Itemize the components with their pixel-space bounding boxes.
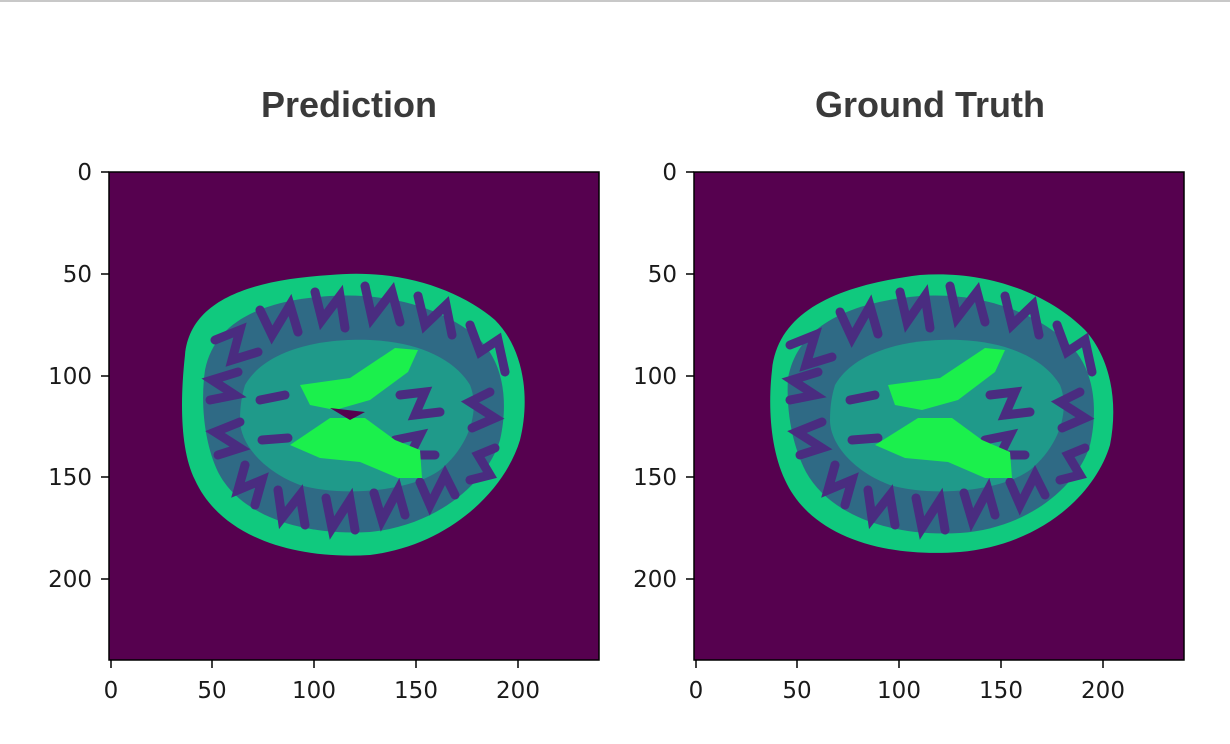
ground-truth-y-tick-0: 0 <box>662 160 677 186</box>
prediction-y-tick-200: 200 <box>48 567 92 593</box>
ground-truth-title: Ground Truth <box>815 84 1045 125</box>
prediction-x-tick-50: 50 <box>197 678 226 704</box>
prediction-y-tick-50: 50 <box>63 262 92 288</box>
prediction-y-tick-0: 0 <box>77 160 92 186</box>
ground-truth-x-tick-100: 100 <box>877 678 921 704</box>
ground-truth-brain-segmentation <box>770 274 1113 553</box>
ground-truth-x-tick-150: 150 <box>979 678 1023 704</box>
prediction-x-tick-150: 150 <box>394 678 438 704</box>
ground-truth-x-tick-50: 50 <box>782 678 811 704</box>
prediction-axes-frame <box>108 171 600 661</box>
ground-truth-y-tick-150: 150 <box>633 465 677 491</box>
ground-truth-x-tick-0: 0 <box>689 678 704 704</box>
prediction-panel: 0 50 100 150 200 0 50 100 150 200 <box>48 160 600 704</box>
ground-truth-axes-frame <box>693 171 1185 661</box>
prediction-x-tick-200: 200 <box>496 678 540 704</box>
ground-truth-y-tick-200: 200 <box>633 567 677 593</box>
prediction-x-tick-0: 0 <box>104 678 119 704</box>
ground-truth-y-tick-50: 50 <box>648 262 677 288</box>
prediction-y-tick-150: 150 <box>48 465 92 491</box>
top-border <box>0 0 1230 2</box>
prediction-x-tick-100: 100 <box>292 678 336 704</box>
prediction-y-tick-100: 100 <box>48 364 92 390</box>
prediction-title: Prediction <box>260 84 438 125</box>
ground-truth-y-tick-100: 100 <box>633 364 677 390</box>
ground-truth-x-tick-200: 200 <box>1081 678 1125 704</box>
ground-truth-panel: 0 50 100 150 200 0 50 100 150 200 <box>633 160 1185 704</box>
